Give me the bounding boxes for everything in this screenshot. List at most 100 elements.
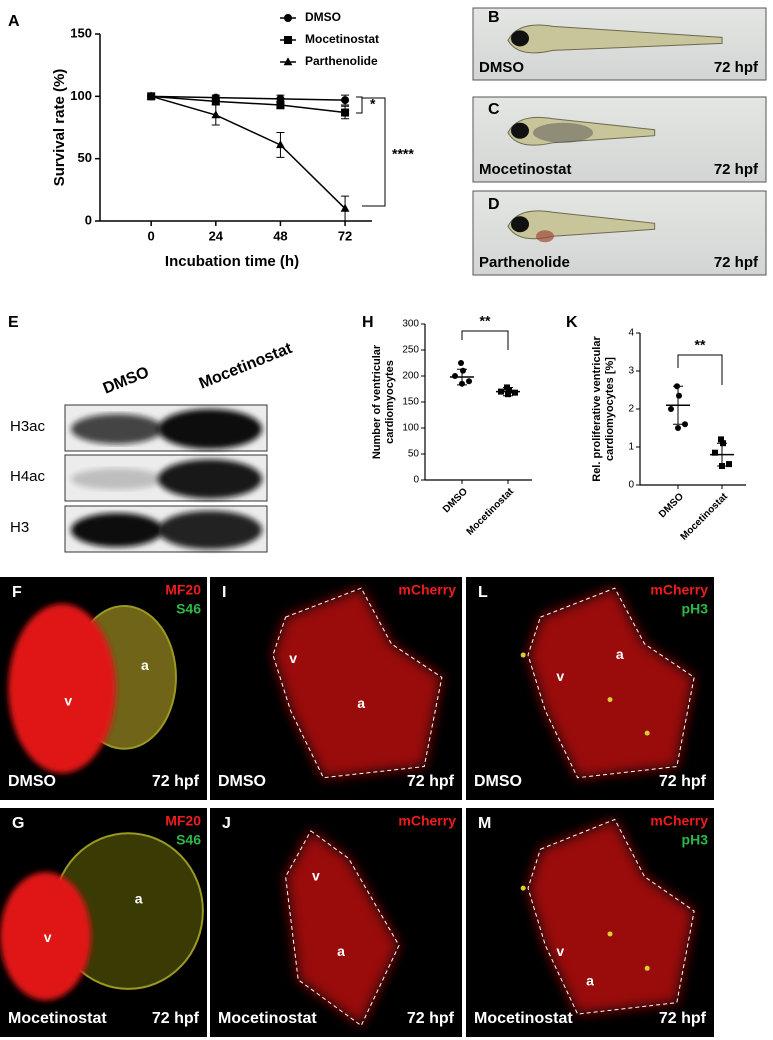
- tissue-heart: [528, 819, 695, 1015]
- marker: [712, 449, 718, 456]
- y-tick-label: 1: [628, 442, 634, 453]
- significance-bracket: [356, 96, 363, 114]
- sd-bar: [717, 442, 727, 467]
- condition-label: Mocetinostat: [218, 1010, 317, 1027]
- blot-band: [158, 510, 262, 550]
- condition-label: DMSO: [479, 59, 524, 76]
- y-tick-label: 0: [85, 212, 92, 227]
- ph3-cell: [607, 697, 613, 703]
- tissue-heart: [273, 588, 442, 778]
- panel-label: B: [488, 9, 500, 26]
- marker: [146, 91, 156, 100]
- condition-label: DMSO: [218, 773, 266, 790]
- stage-label: 72 hpf: [407, 1010, 455, 1027]
- stain-label: mCherry: [398, 582, 456, 598]
- fish-pigment: [533, 122, 593, 143]
- panel-label: L: [478, 584, 488, 601]
- region-label: a: [586, 973, 594, 989]
- y-tick-label: 100: [402, 423, 419, 434]
- panel-label: C: [488, 101, 500, 118]
- y-axis-label: cardiomyocytes [%]: [604, 357, 616, 461]
- condition-label: DMSO: [474, 773, 522, 790]
- region-label: v: [556, 668, 564, 684]
- marker: [211, 110, 221, 119]
- region-label: a: [616, 646, 624, 662]
- marker: [512, 389, 518, 396]
- significance-label: **: [695, 337, 706, 353]
- panel-label: F: [12, 584, 22, 601]
- sd-bar: [457, 368, 467, 386]
- significance-label: *: [370, 96, 376, 112]
- y-tick-label: 300: [402, 319, 419, 330]
- stain-label: S46: [176, 832, 201, 848]
- heart-outline: [272, 587, 443, 779]
- marker: [726, 461, 732, 468]
- significance-label: **: [480, 313, 491, 329]
- ph3-cell: [520, 652, 526, 658]
- marker: [458, 360, 464, 366]
- y-tick-label: 150: [70, 25, 92, 40]
- y-axis-label: cardiomyocytes: [384, 360, 396, 444]
- panel-label: K: [566, 314, 578, 331]
- ph3-cell: [644, 965, 650, 971]
- x-tick-label: DMSO: [657, 491, 686, 520]
- panel-label: M: [478, 815, 491, 832]
- marker: [675, 425, 681, 431]
- y-tick-label: 100: [70, 88, 92, 103]
- tissue-ventricle: [8, 603, 116, 774]
- stage-label: 72 hpf: [152, 1010, 200, 1027]
- series-line: [151, 95, 346, 114]
- x-axis-label: Incubation time (h): [165, 253, 299, 270]
- y-tick-label: 4: [628, 328, 634, 339]
- blot-band: [158, 409, 262, 449]
- legend-marker: [284, 36, 292, 44]
- row-label: H3: [10, 519, 29, 536]
- ph3-cell: [644, 730, 650, 736]
- stain-label: mCherry: [398, 813, 456, 829]
- y-axis-label: Survival rate (%): [51, 69, 68, 187]
- marker: [668, 406, 674, 412]
- y-tick-label: 0: [413, 475, 419, 486]
- panel-label: I: [222, 584, 226, 601]
- row-label: H4ac: [10, 468, 46, 485]
- region-label: a: [337, 943, 345, 959]
- stain-label: mCherry: [650, 813, 708, 829]
- fish-eye: [511, 30, 529, 47]
- blot-band: [71, 468, 163, 490]
- x-tick-label: DMSO: [441, 486, 470, 515]
- fish-eye: [511, 122, 529, 139]
- condition-label: Mocetinostat: [479, 161, 572, 178]
- stain-label: MF20: [165, 813, 201, 829]
- marker: [506, 387, 512, 394]
- x-tick-label: Mocetinostat: [465, 486, 517, 538]
- stage-label: 72 hpf: [714, 59, 759, 76]
- fish-body: [507, 24, 723, 54]
- region-label: a: [357, 695, 365, 711]
- condition-label: Mocetinostat: [474, 1010, 573, 1027]
- legend-label: DMSO: [305, 10, 341, 24]
- significance-bracket: [362, 97, 386, 207]
- blot-band: [158, 459, 262, 499]
- significance-label: ****: [392, 146, 414, 162]
- sd-bar: [503, 386, 513, 397]
- stain-label: pH3: [682, 832, 709, 848]
- fish-heart: [536, 230, 554, 243]
- panel-label: H: [362, 314, 374, 331]
- marker: [676, 392, 682, 399]
- significance-bracket: [677, 354, 723, 385]
- ph3-cell: [607, 931, 613, 937]
- legend-label: Parthenolide: [305, 54, 378, 68]
- blot-band: [71, 513, 163, 547]
- y-tick-label: 250: [402, 345, 419, 356]
- stage-label: 72 hpf: [152, 773, 200, 790]
- marker: [452, 373, 458, 379]
- y-tick-label: 2: [628, 404, 634, 415]
- marker: [341, 96, 350, 105]
- ph3-cell: [520, 885, 526, 891]
- sd-bar: [673, 385, 683, 425]
- region-label: v: [289, 650, 297, 666]
- tissue-heart: [285, 830, 399, 1026]
- stage-label: 72 hpf: [714, 161, 759, 178]
- y-tick-label: 200: [402, 371, 419, 382]
